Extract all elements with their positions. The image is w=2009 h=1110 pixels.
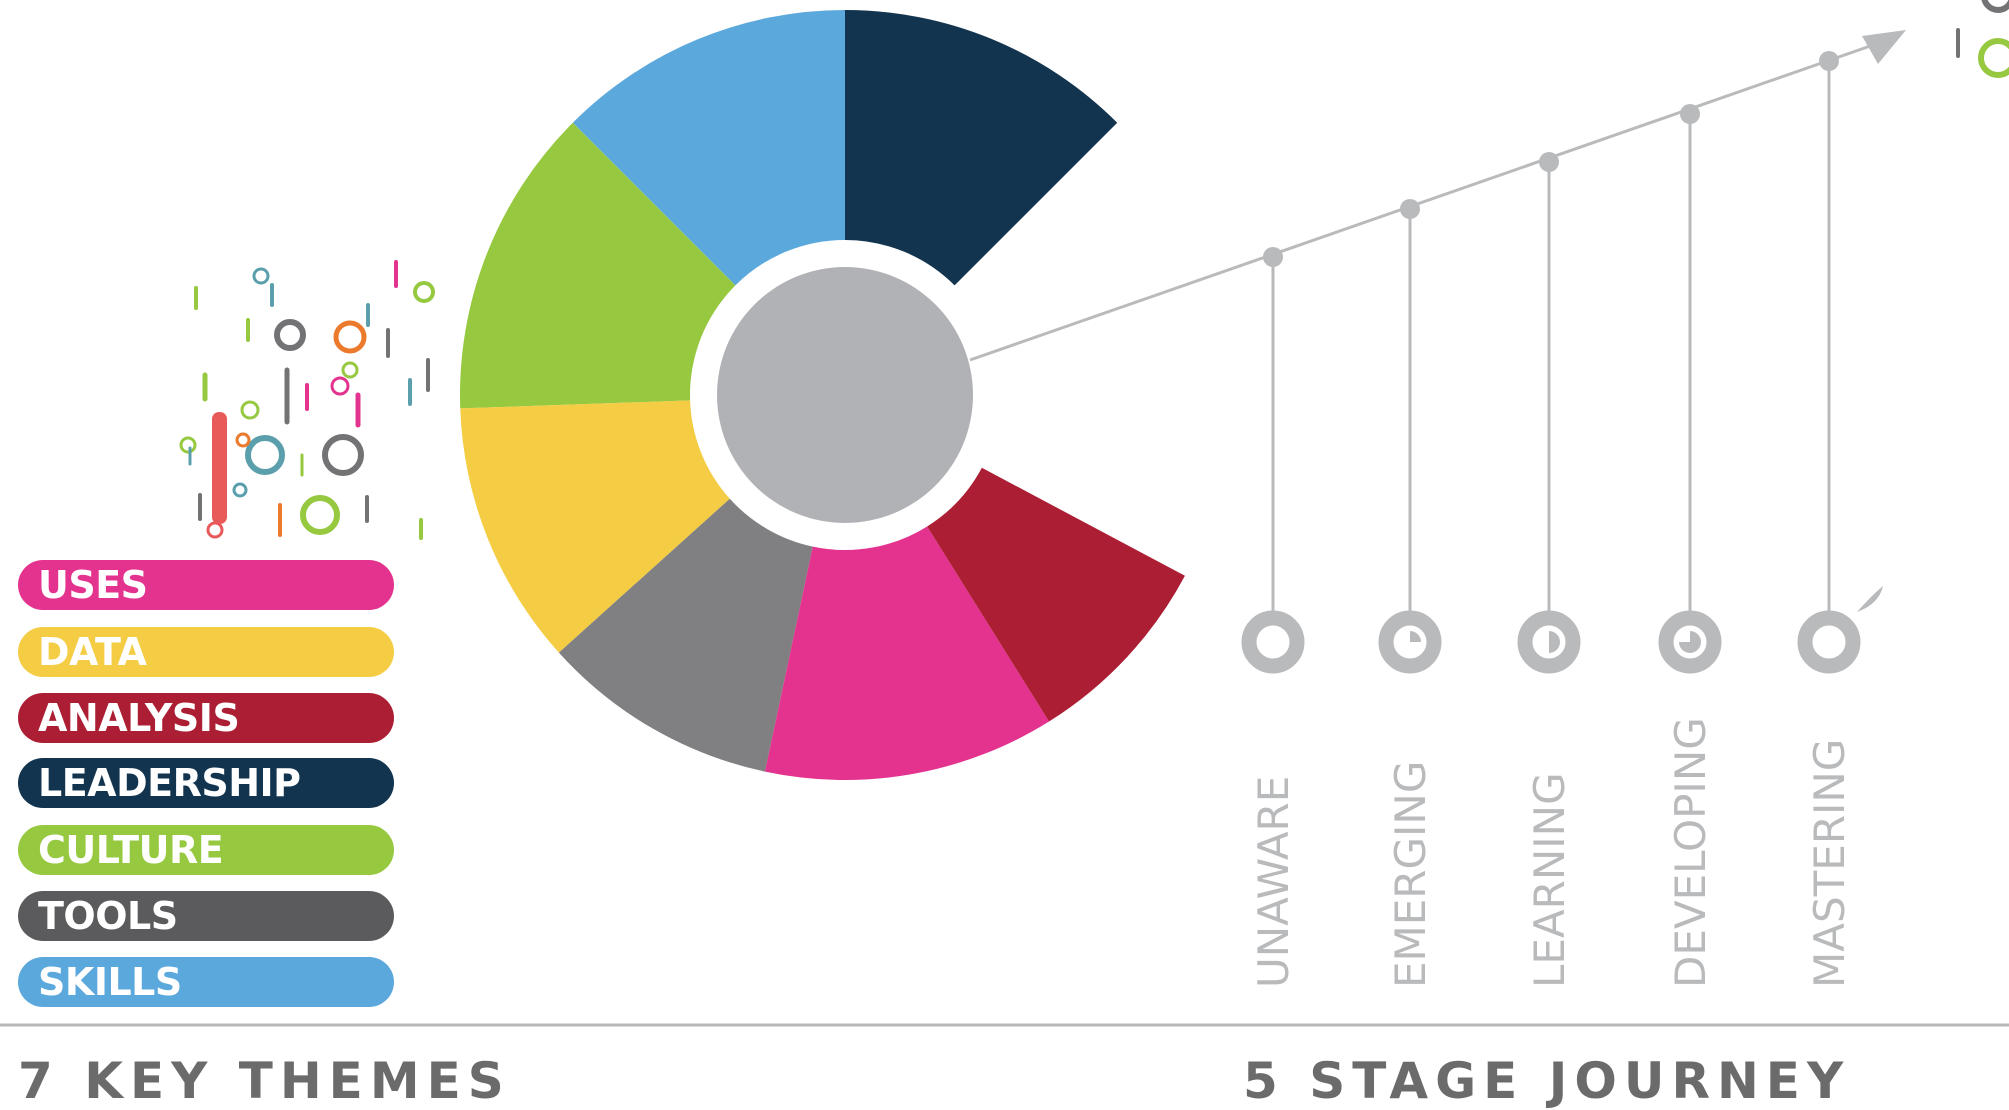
stage-marker-learning <box>1539 152 1559 172</box>
confetti-ring <box>333 320 367 354</box>
confetti-ring <box>322 434 364 476</box>
confetti-bar <box>212 412 227 524</box>
theme-wheel <box>460 10 1185 781</box>
stage-marker-mastering <box>1819 51 1839 71</box>
stage-label-developing: DEVELOPING <box>1666 717 1715 988</box>
journey-timeline: UNAWARE EMERGING LEARNING DEVELOPING MASTERI… <box>969 30 1906 988</box>
wheel-segment-tools <box>558 498 813 772</box>
confetti-ring <box>274 319 306 351</box>
theme-pill-data: DATA <box>18 627 394 677</box>
confetti-ring <box>1981 0 2009 13</box>
ring-three-quarter-icon <box>1658 610 1722 674</box>
growth-arrow-head-icon <box>1862 30 1906 64</box>
wheel-segment-skills <box>572 10 845 286</box>
stage-label-mastering: MASTERING <box>1805 739 1854 988</box>
journey-heading: 5 STAGE JOURNEY <box>1243 1052 1851 1110</box>
stage-marker-unaware <box>1263 247 1283 267</box>
theme-pill-culture: CULTURE <box>18 825 394 875</box>
confetti-ring <box>232 482 248 498</box>
empty-ring-icon <box>1241 610 1305 674</box>
confetti-ring <box>413 281 435 303</box>
confetti-ring <box>235 432 251 448</box>
wheel-segment-analysis <box>927 467 1185 722</box>
stage-label-unaware: UNAWARE <box>1249 776 1298 988</box>
wheel-hub <box>717 267 973 523</box>
wheel-segment-culture <box>460 122 736 409</box>
wheel-segment-uses <box>764 526 1050 781</box>
growth-arrow-line <box>969 42 1877 362</box>
theme-pill-uses: USES <box>18 560 394 610</box>
confetti-ring <box>330 376 350 396</box>
theme-pill-tools: TOOLS <box>18 891 394 941</box>
sprouting-ring-icon <box>1797 586 1883 674</box>
stage-marker-developing <box>1680 104 1700 124</box>
ring-half-icon <box>1517 610 1581 674</box>
confetti-ring <box>206 521 224 539</box>
stage-label-emerging: EMERGING <box>1386 761 1435 988</box>
confetti-ring <box>245 435 285 475</box>
wheel-segment-leadership <box>845 10 1118 286</box>
confetti-ring <box>179 436 197 454</box>
stage-marker-emerging <box>1400 199 1420 219</box>
confetti-ring <box>341 361 359 379</box>
wheel-segment-data <box>460 400 730 653</box>
ring-quarter-icon <box>1378 610 1442 674</box>
themes-heading: 7 KEY THEMES <box>18 1052 511 1110</box>
confetti-ring <box>1978 38 2009 78</box>
confetti-ring <box>300 495 340 535</box>
theme-pill-skills: SKILLS <box>18 957 394 1007</box>
confetti-ring <box>252 267 270 285</box>
theme-pill-analysis: ANALYSIS <box>18 693 394 743</box>
confetti-ring <box>240 400 260 420</box>
data-confetti-decoration <box>179 0 2009 540</box>
theme-pill-leadership: LEADERSHIP <box>18 758 394 808</box>
stage-label-learning: LEARNING <box>1525 772 1574 988</box>
